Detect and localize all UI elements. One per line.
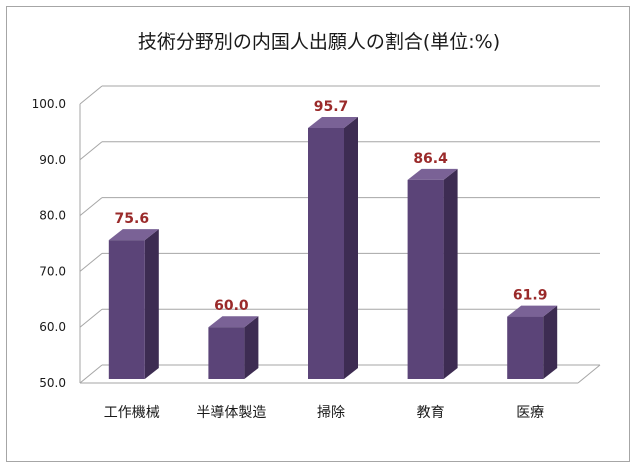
bar-side bbox=[144, 229, 159, 379]
bar bbox=[208, 316, 259, 379]
bar-top bbox=[308, 116, 358, 128]
chart-title: 技術分野別の内国人出願人の割合(単位:%) bbox=[138, 31, 500, 53]
gridline-depth bbox=[79, 308, 103, 328]
bar-front bbox=[108, 240, 145, 379]
y-tick-label: 60.0 bbox=[39, 320, 66, 334]
bar bbox=[308, 116, 358, 379]
bar-side bbox=[443, 168, 458, 379]
y-tick-label: 50.0 bbox=[39, 376, 66, 390]
x-category-label: 半導体製造 bbox=[196, 405, 266, 421]
bar-side bbox=[344, 116, 358, 379]
bar-front bbox=[407, 179, 444, 379]
bar-side bbox=[244, 316, 259, 379]
y-tick-label: 70.0 bbox=[39, 264, 66, 278]
y-tick-label: 100.0 bbox=[32, 97, 66, 111]
x-category-label: 掃除 bbox=[317, 404, 345, 421]
gridline-depth bbox=[79, 364, 103, 384]
bar bbox=[507, 305, 558, 379]
bar-front bbox=[208, 327, 245, 379]
x-category-label: 工作機械 bbox=[104, 405, 160, 421]
data-label: 60.0 bbox=[214, 298, 249, 314]
bar-top bbox=[108, 229, 159, 241]
data-label: 75.6 bbox=[115, 211, 150, 227]
bars-layer bbox=[108, 116, 558, 379]
labels-layer: 50.0 60.0 70.0 80.0 90.0 100.0 75.6 工作機械 60.0 半導体… bbox=[32, 97, 548, 421]
x-category-label: 教育 bbox=[417, 405, 445, 421]
bar bbox=[108, 229, 159, 379]
gridline-depth bbox=[79, 197, 103, 216]
bar bbox=[407, 168, 458, 379]
data-label: 95.7 bbox=[314, 99, 349, 115]
y-tick-label: 90.0 bbox=[39, 153, 66, 167]
gridline-depth bbox=[79, 85, 103, 105]
bar-top bbox=[208, 316, 259, 328]
bar-side bbox=[543, 305, 558, 379]
y-tick-label: 80.0 bbox=[39, 209, 66, 223]
data-label: 61.9 bbox=[513, 288, 548, 304]
gridline-depth bbox=[79, 141, 103, 161]
bar-top bbox=[407, 168, 458, 180]
gridline-depth bbox=[79, 253, 103, 272]
x-category-label: 医療 bbox=[516, 404, 544, 421]
bar-front bbox=[308, 127, 344, 379]
floor-depth-edge bbox=[577, 364, 601, 384]
bar-top bbox=[507, 305, 558, 317]
data-label: 86.4 bbox=[413, 151, 448, 167]
bar-front bbox=[507, 316, 544, 379]
